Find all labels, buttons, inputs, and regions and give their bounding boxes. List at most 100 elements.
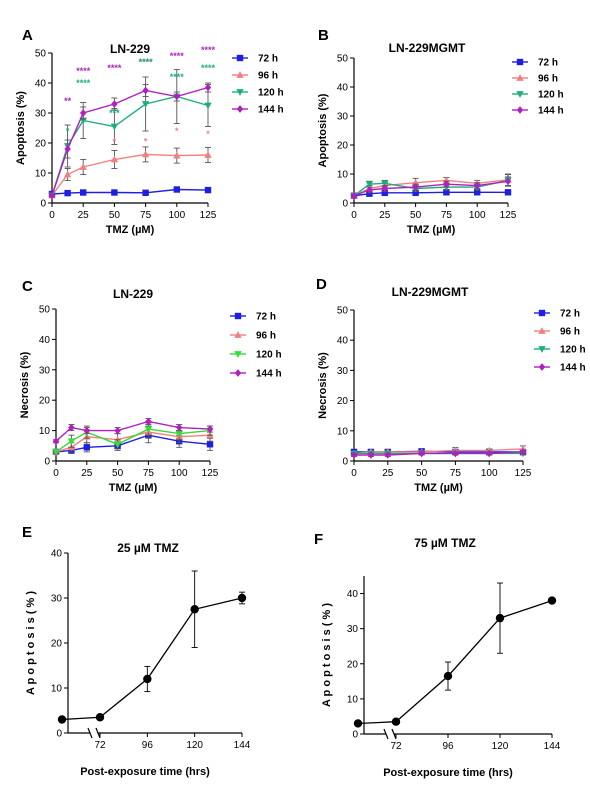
x-tick-label: 0 [53,468,59,479]
legend-label: 120 h [256,350,282,361]
series-line [51,95,209,196]
y-tick-label: 0 [40,199,46,210]
data-point [111,100,118,108]
legend-marker [236,54,244,62]
y-tick-label: 10 [39,426,51,437]
x-tick-label: 125 [202,468,219,479]
chart-title: 25 µM TMZ [117,541,179,555]
y-tick-label: 0 [342,457,348,468]
x-tick-label: 75 [441,210,453,221]
x-tick-label: 0 [351,210,357,221]
y-tick-label: 20 [51,639,63,650]
legend-marker [236,105,244,113]
panel-letter: A [22,27,33,44]
legend-marker [516,91,524,98]
data-point [190,605,199,614]
data-point [63,170,72,178]
y-tick-label: 30 [39,365,51,376]
significance-label: * [144,137,148,147]
chart-panel-e: E 25 µM TMZ 0 10 20 30 40 72 96 120 144 Post-exposu… [22,524,251,778]
x-axis-label: TMZ (µM) [109,482,158,494]
data-point [381,189,388,197]
data-point [547,596,557,605]
data-point [452,449,459,458]
series-0 [353,582,557,728]
y-tick-label: 40 [337,83,349,94]
series-line [357,599,553,725]
data-point [176,423,183,432]
panel-letter: D [316,276,327,293]
y-tick-label: 50 [337,54,349,65]
legend-label: 144 h [538,106,564,117]
x-tick-label: 100 [171,468,188,479]
y-tick-label: 10 [51,684,63,695]
x-tick-label: 72 [94,740,106,751]
data-point [412,183,419,191]
y-tick-label: 20 [39,396,51,407]
data-point [474,181,481,190]
data-point [144,426,153,433]
x-axis-label: TMZ (µM) [407,224,456,236]
y-tick-label: 40 [39,335,51,346]
data-point [145,417,152,426]
x-tick-label: 120 [492,741,509,752]
x-tick-label: 25 [78,210,90,221]
data-point [143,674,152,684]
data-point [95,713,105,722]
data-point [519,448,527,456]
data-point [57,715,67,724]
x-tick-label: 96 [142,740,154,751]
x-tick-label: 75 [450,468,462,479]
legend-label: 96 h [258,71,278,82]
x-tick-label: 50 [416,468,428,479]
data-point [111,189,118,196]
data-point [173,151,181,159]
y-axis-label: Apoptosis (%) [15,91,27,165]
legend-marker [538,346,546,353]
legend: 72 h 96 h 120 h 144 h [512,58,564,117]
chart-title: LN-229 [113,287,153,301]
panel-letter: C [22,278,33,295]
data-point [114,426,121,435]
legend-label: 120 h [258,88,284,99]
significance-label: **** [76,66,91,76]
significance-label: **** [170,51,185,61]
data-point [141,150,150,158]
legend-marker [516,106,524,114]
data-point [173,186,180,193]
series-line [55,434,211,453]
data-point [83,426,90,435]
legend-marker [236,89,244,96]
series-line [51,188,209,195]
data-point [206,425,214,433]
data-point [412,189,419,197]
data-point [504,177,512,186]
y-tick-label: 40 [337,336,349,347]
legend-label: 72 h [256,312,276,323]
data-point [142,86,149,95]
x-tick-label: 50 [109,210,121,221]
legend-label: 96 h [256,331,276,342]
x-axis-label: Post-exposure time (hrs) [383,767,513,779]
data-point [67,438,76,446]
x-tick-label: 125 [515,468,532,479]
data-point [79,163,87,170]
series-3 [52,417,214,446]
significance-label: **** [170,72,185,82]
legend-marker [516,58,524,66]
data-point [366,186,373,194]
y-tick-label: 20 [35,139,47,150]
series-line [55,420,211,442]
x-tick-label: 75 [140,210,152,221]
data-point [237,593,247,603]
data-point [52,449,60,456]
data-point [175,430,183,438]
y-tick-label: 20 [337,396,349,407]
y-tick-label: 20 [347,659,359,670]
data-point [83,444,90,451]
y-tick-label: 10 [337,426,349,437]
significance-label: * [66,126,70,136]
x-tick-label: 75 [143,468,155,479]
x-axis-label: Post-exposure time (hrs) [80,766,210,778]
x-tick-label: 144 [234,740,251,751]
